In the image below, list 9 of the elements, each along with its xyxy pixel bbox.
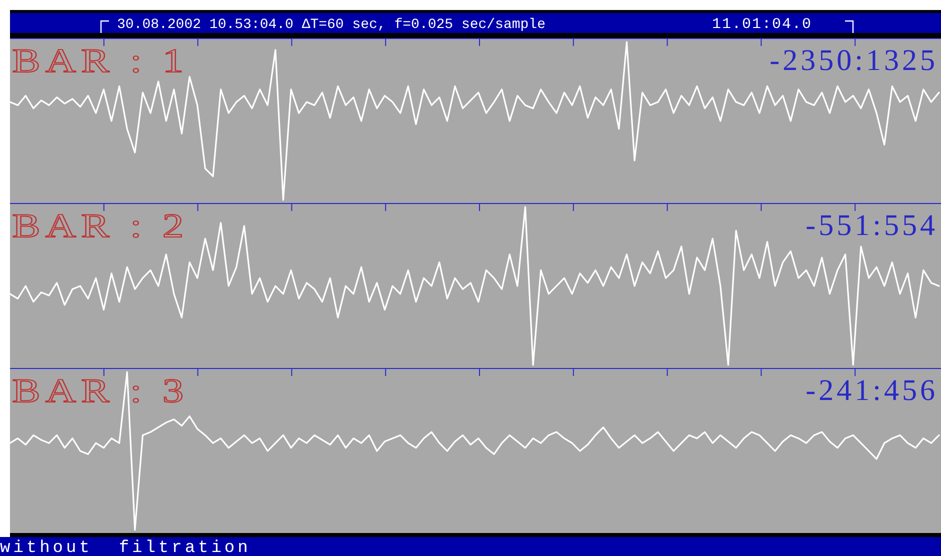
series-label: BAR : 2 xyxy=(12,208,189,245)
series-label: BAR : 3 xyxy=(12,372,189,410)
text: without filtration xyxy=(0,539,251,556)
series-label: BAR : 1 xyxy=(12,42,189,80)
annotation: -2350:1325 xyxy=(770,44,938,77)
annotation: -241:456 xyxy=(806,374,938,407)
chart-title: 30.08.2002 10.53:04.0 ΔT=60 sec, f=0.025 sec/sample xyxy=(117,17,546,33)
text: 11.01:04.0 xyxy=(712,16,812,33)
annotation: -551:554 xyxy=(806,209,938,242)
